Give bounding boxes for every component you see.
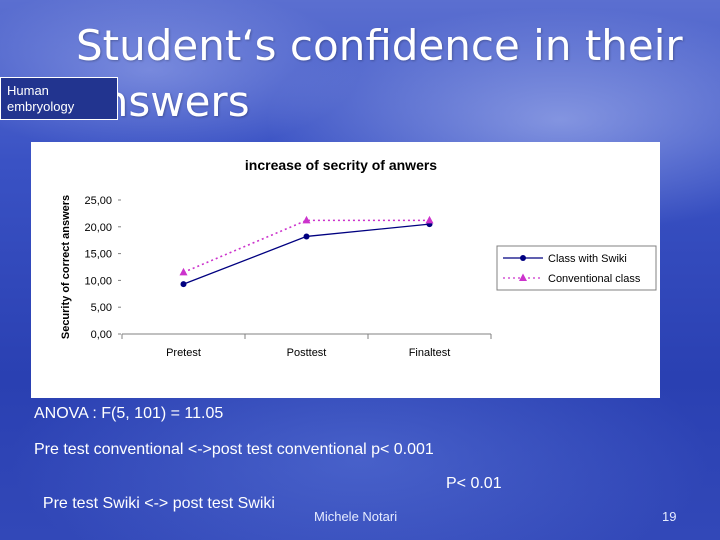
y-tick-label: 20,00 xyxy=(84,222,112,234)
anova-note: ANOVA : F(5, 101) = 11.05 xyxy=(34,405,224,422)
swiki-p-value: P< 0.01 xyxy=(446,475,502,492)
x-tick-label: Finaltest xyxy=(409,347,451,359)
swiki-test-note: Pre test Swiki <-> post test Swiki P< 0.0… xyxy=(34,474,502,514)
y-axis-label: Security of correct answers xyxy=(60,195,72,339)
y-tick-label: 10,00 xyxy=(84,275,112,287)
author-footer: Michele Notari xyxy=(314,509,398,524)
legend-label-1: Class with Swiki xyxy=(548,253,627,265)
legend-label-2: Conventional class xyxy=(548,273,641,285)
line-chart: increase of secrity of anwers Security of… xyxy=(60,157,657,359)
x-tick-label: Pretest xyxy=(166,347,201,359)
conventional-test-note: Pre test conventional <->post test conve… xyxy=(34,441,434,458)
chart-panel: increase of secrity of anwers Security of… xyxy=(31,142,660,398)
series-2-point xyxy=(425,215,434,224)
y-tick-label: 0,00 xyxy=(91,329,112,341)
series-2-point xyxy=(302,215,311,224)
series-line-1 xyxy=(183,223,430,285)
series-1-point xyxy=(180,281,187,288)
swiki-test-label: Pre test Swiki <-> post test Swiki xyxy=(42,495,275,512)
topic-badge: Human embryology xyxy=(0,77,118,120)
legend-box xyxy=(496,245,657,291)
chart-title: increase of secrity of anwers xyxy=(245,157,437,173)
y-tick-label: 15,00 xyxy=(84,249,112,261)
legend-marker-1 xyxy=(520,255,526,261)
x-tick-label: Posttest xyxy=(287,347,327,359)
series-2-point xyxy=(179,267,188,276)
slide-title: Student‘s confidence in their answers xyxy=(76,21,683,126)
legend-marker-2 xyxy=(519,273,527,281)
series-line-2 xyxy=(183,219,430,274)
series-1-point xyxy=(303,233,310,240)
y-tick-label: 25,00 xyxy=(84,195,112,207)
page-number: 19 xyxy=(662,509,677,524)
y-tick-label: 5,00 xyxy=(91,302,112,314)
